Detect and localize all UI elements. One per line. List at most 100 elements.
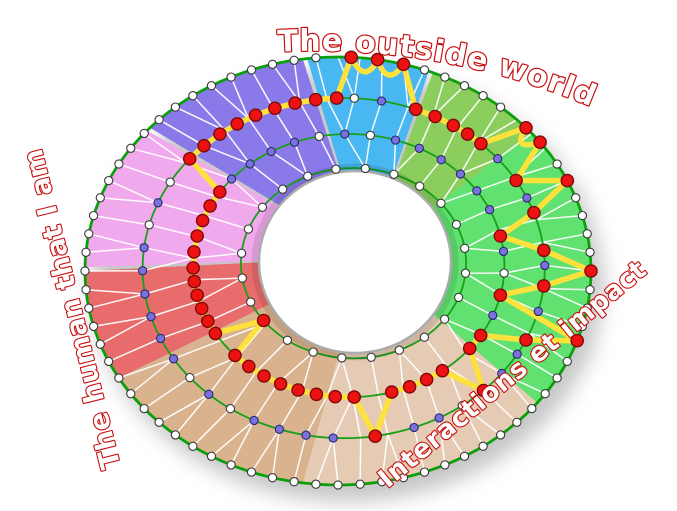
highlight-node (308, 92, 323, 107)
web-line (537, 310, 584, 328)
web-line (293, 141, 309, 177)
web-line (230, 76, 250, 120)
grid-node (314, 131, 324, 142)
web-line (207, 301, 252, 323)
web-line (541, 233, 588, 244)
highlight-node (446, 118, 461, 133)
highlight-node (186, 261, 200, 275)
web-line (169, 181, 218, 198)
web-line (344, 97, 356, 135)
highlight-node (328, 389, 343, 404)
level-node (155, 333, 166, 344)
level-node (484, 205, 495, 215)
web-line (440, 126, 458, 161)
grid-node (451, 219, 462, 230)
web-line (393, 139, 397, 176)
web-line (305, 395, 328, 436)
web-line (463, 229, 500, 250)
web-line (192, 94, 226, 132)
web-line (432, 76, 446, 117)
grid-node (540, 389, 550, 399)
highlight-node (519, 333, 533, 347)
web-line (293, 59, 301, 103)
level-node (540, 260, 550, 271)
grid-node (398, 473, 409, 483)
grid-node (459, 81, 470, 91)
highlight-node (370, 52, 385, 67)
web-line (210, 84, 250, 120)
web-line (456, 94, 484, 129)
level-node (340, 129, 350, 139)
web-line (174, 106, 226, 132)
web-line (516, 353, 558, 379)
web-line (440, 173, 462, 205)
highlight-node (212, 185, 227, 199)
grid-node (126, 389, 136, 399)
grid-node (267, 473, 278, 483)
web-line (85, 288, 146, 295)
web-line (501, 372, 546, 395)
web-line (438, 417, 466, 458)
web-line (461, 404, 502, 436)
level-node (274, 424, 285, 434)
level-node (245, 159, 255, 169)
web-line (393, 147, 421, 176)
grid-node (114, 159, 124, 169)
grid-node (185, 372, 195, 383)
grid-node (495, 102, 506, 112)
highlight-node (194, 301, 209, 316)
grid-node (512, 417, 522, 427)
grid-node (95, 339, 105, 349)
grid-node (246, 297, 256, 307)
level-node (140, 289, 150, 299)
level-node (390, 135, 401, 145)
web-line (353, 57, 361, 99)
highlight-node (368, 429, 383, 444)
grid-node (436, 198, 446, 208)
web-line (418, 158, 442, 187)
web-line (143, 376, 191, 410)
grid-node (104, 356, 114, 367)
grid-node (154, 115, 164, 125)
web-line (492, 314, 531, 335)
grid-node (84, 229, 94, 239)
highlight-node (537, 243, 551, 258)
grid-node (170, 430, 181, 440)
grid-node (552, 373, 562, 383)
web-line (203, 215, 250, 230)
web-line (107, 179, 159, 204)
grid-node (453, 292, 464, 303)
highlight-node (428, 109, 442, 124)
highlight-node (329, 91, 344, 105)
web-line (440, 190, 478, 205)
web-line (157, 202, 206, 217)
web-line (88, 293, 146, 309)
grid-node (311, 53, 321, 63)
grid-node (389, 169, 399, 179)
web-line (88, 233, 145, 249)
highlight-node (257, 369, 271, 383)
web-line (402, 388, 415, 429)
web-line (542, 287, 591, 291)
web-line (477, 118, 518, 143)
grid-node (267, 59, 278, 69)
web-line (118, 163, 171, 183)
ring-line (239, 167, 467, 360)
web-line (215, 195, 264, 209)
grid-node (460, 268, 471, 278)
highlight-node (493, 288, 508, 303)
web-line (250, 69, 275, 110)
highlight-node (474, 136, 488, 151)
highlight-node (248, 108, 263, 122)
highlight-node (268, 101, 282, 116)
grid-node (243, 224, 254, 234)
web-line (270, 150, 309, 177)
grid-node (188, 91, 198, 101)
highlight-node (384, 385, 399, 399)
web-line (143, 132, 187, 164)
web-line (477, 106, 502, 143)
grid-node (311, 479, 321, 489)
web-line (158, 393, 210, 424)
level-node (289, 137, 300, 147)
